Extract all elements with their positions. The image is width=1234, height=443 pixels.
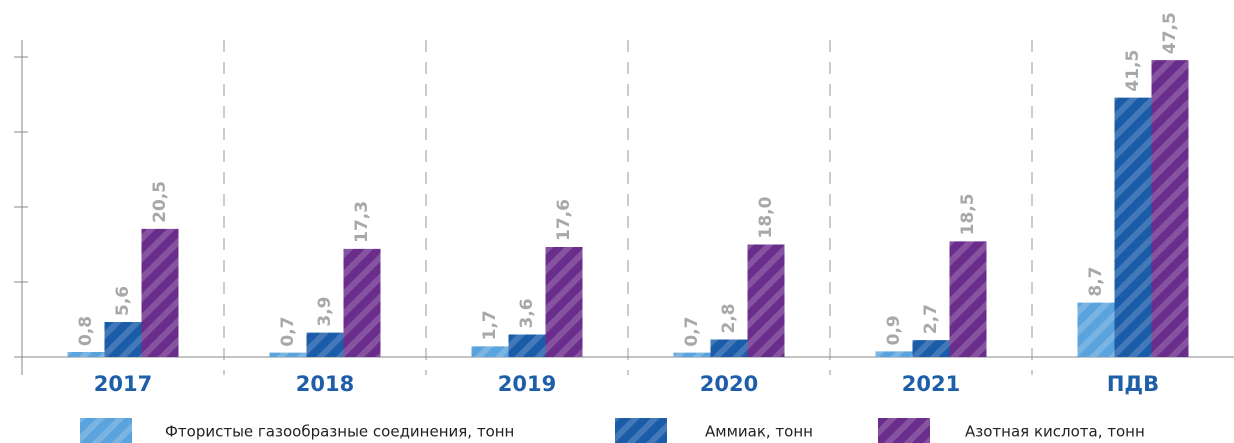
legend-label: Азотная кислота, тонн [965, 423, 1145, 441]
value-label: 47,5 [1160, 12, 1180, 54]
bar [1114, 97, 1152, 357]
legend-swatch [80, 418, 132, 443]
value-label: 18,5 [958, 193, 978, 235]
bar [104, 322, 142, 357]
bar [67, 352, 105, 357]
bar [875, 351, 913, 357]
x-tick-label: ПДВ [1107, 372, 1159, 396]
value-label: 0,7 [682, 317, 702, 347]
x-tick-label: 2021 [902, 372, 960, 396]
x-tick-label: 2017 [94, 372, 152, 396]
value-label: 3,6 [517, 298, 537, 328]
bar [1077, 302, 1115, 357]
value-label: 0,8 [76, 316, 96, 346]
bar [343, 248, 381, 357]
value-label: 18,0 [756, 196, 776, 238]
value-label: 8,7 [1086, 267, 1106, 297]
legend-label: Фтористые газообразные соединения, тонн [165, 423, 514, 441]
value-label: 5,6 [113, 286, 133, 316]
value-label: 41,5 [1123, 50, 1143, 92]
bar [949, 241, 987, 357]
x-tick-label: 2018 [296, 372, 354, 396]
bar [471, 346, 509, 357]
value-label: 3,9 [315, 297, 335, 327]
x-tick-label: 2020 [700, 372, 758, 396]
legend-swatch [878, 418, 930, 443]
value-label: 0,7 [278, 317, 298, 347]
value-label: 2,8 [719, 303, 739, 333]
legend-label: Аммиак, тонн [705, 423, 813, 441]
bar [912, 340, 950, 357]
bar [710, 339, 748, 357]
bar [141, 228, 179, 357]
value-label: 2,7 [921, 304, 941, 334]
value-label: 0,9 [884, 315, 904, 345]
bar [269, 352, 307, 357]
value-label: 17,3 [352, 201, 372, 243]
bar [1151, 60, 1189, 357]
bar [545, 247, 583, 357]
value-label: 20,5 [150, 181, 170, 223]
bar [306, 332, 344, 357]
bar [673, 352, 711, 357]
value-label: 1,7 [480, 310, 500, 340]
bar [747, 244, 785, 357]
legend-swatch [615, 418, 667, 443]
value-label: 17,6 [554, 199, 574, 241]
bar [508, 334, 546, 357]
x-tick-label: 2019 [498, 372, 556, 396]
